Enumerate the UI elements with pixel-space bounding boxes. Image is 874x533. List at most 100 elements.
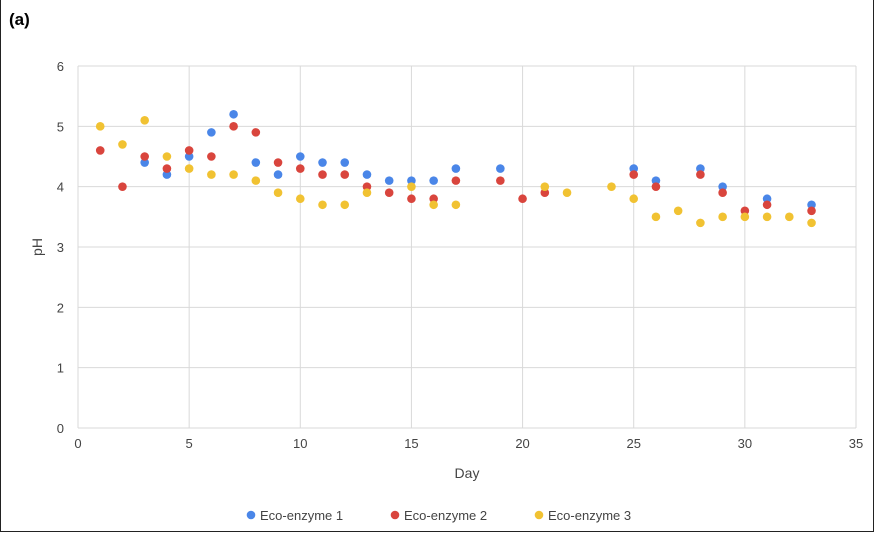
legend: Eco-enzyme 1 Eco-enzyme 2 Eco-enzyme 3 bbox=[246, 508, 631, 523]
legend-label: Eco-enzyme 3 bbox=[548, 508, 631, 523]
data-point bbox=[451, 164, 461, 173]
data-point bbox=[807, 200, 816, 210]
y-tick-label: 2 bbox=[57, 300, 64, 315]
data-point bbox=[318, 158, 327, 167]
legend-marker bbox=[534, 510, 544, 520]
data-point bbox=[229, 122, 238, 131]
data-point bbox=[496, 176, 505, 185]
data-point bbox=[740, 206, 750, 216]
data-point bbox=[295, 152, 305, 161]
panel-label: (a) bbox=[9, 10, 30, 29]
data-point bbox=[629, 170, 639, 179]
data-point bbox=[140, 152, 149, 161]
data-point bbox=[118, 182, 127, 191]
data-point bbox=[251, 176, 261, 185]
data-point bbox=[340, 200, 350, 210]
data-point bbox=[362, 170, 372, 179]
data-point bbox=[607, 182, 616, 191]
data-point bbox=[273, 158, 283, 167]
data-point bbox=[651, 212, 661, 222]
data-points bbox=[95, 109, 816, 228]
data-point bbox=[429, 194, 438, 204]
data-point bbox=[785, 212, 794, 222]
data-point bbox=[629, 164, 639, 173]
data-point bbox=[540, 182, 550, 191]
data-point bbox=[162, 170, 172, 179]
data-point bbox=[184, 164, 194, 173]
data-point bbox=[318, 200, 327, 210]
data-point bbox=[207, 152, 216, 161]
data-point bbox=[95, 122, 105, 131]
legend-label: Eco-enzyme 1 bbox=[260, 508, 343, 523]
data-point bbox=[340, 170, 350, 179]
data-point bbox=[362, 182, 372, 191]
data-point bbox=[118, 140, 127, 149]
x-tick-label: 5 bbox=[186, 436, 193, 451]
x-tick-label: 20 bbox=[515, 436, 529, 451]
x-tick-label: 35 bbox=[849, 436, 863, 451]
grid-lines bbox=[77, 65, 857, 429]
legend-marker bbox=[390, 510, 400, 520]
data-point bbox=[807, 206, 816, 216]
data-point bbox=[718, 212, 727, 222]
data-point bbox=[95, 146, 105, 155]
data-point bbox=[718, 188, 727, 197]
data-point bbox=[384, 176, 394, 185]
data-point bbox=[429, 176, 438, 185]
data-point bbox=[762, 212, 772, 222]
data-point bbox=[407, 176, 416, 185]
data-point bbox=[451, 176, 461, 185]
data-point bbox=[295, 164, 305, 173]
y-tick-label: 4 bbox=[57, 180, 64, 195]
data-point bbox=[518, 194, 527, 204]
y-tick-label: 5 bbox=[57, 119, 64, 134]
series-3 bbox=[95, 116, 816, 228]
data-point bbox=[384, 188, 394, 197]
data-point bbox=[318, 170, 327, 179]
data-point bbox=[429, 200, 438, 210]
data-point bbox=[162, 164, 172, 173]
y-axis-ticks: 0 1 2 3 4 5 6 bbox=[57, 59, 64, 436]
data-point bbox=[162, 152, 172, 161]
x-axis-ticks: 0 5 10 15 20 25 30 35 bbox=[74, 436, 863, 451]
y-axis-label: pH bbox=[29, 238, 45, 256]
data-point bbox=[295, 194, 305, 204]
data-point bbox=[184, 146, 194, 155]
data-point bbox=[140, 116, 149, 125]
legend-label: Eco-enzyme 2 bbox=[404, 508, 487, 523]
data-point bbox=[140, 158, 149, 167]
data-point bbox=[340, 158, 350, 167]
x-tick-label: 25 bbox=[626, 436, 640, 451]
data-point bbox=[696, 164, 705, 173]
x-tick-label: 15 bbox=[404, 436, 418, 451]
data-point bbox=[540, 188, 550, 197]
x-tick-label: 10 bbox=[293, 436, 307, 451]
data-point bbox=[251, 158, 261, 167]
data-point bbox=[207, 128, 216, 137]
data-point bbox=[184, 152, 194, 161]
data-point bbox=[718, 182, 727, 191]
y-tick-label: 1 bbox=[57, 361, 64, 376]
data-point bbox=[696, 170, 705, 179]
y-tick-label: 0 bbox=[57, 421, 64, 436]
data-point bbox=[251, 128, 261, 137]
data-point bbox=[229, 109, 238, 119]
data-point bbox=[407, 182, 416, 191]
data-point bbox=[651, 182, 661, 191]
y-tick-label: 6 bbox=[57, 59, 64, 74]
x-tick-label: 30 bbox=[738, 436, 752, 451]
data-point bbox=[762, 194, 772, 204]
data-point bbox=[273, 188, 283, 197]
data-point bbox=[407, 194, 416, 204]
data-point bbox=[562, 188, 572, 197]
data-point bbox=[696, 218, 705, 228]
series-2 bbox=[95, 122, 816, 216]
x-tick-label: 0 bbox=[74, 436, 81, 451]
data-point bbox=[273, 170, 283, 179]
data-point bbox=[496, 164, 505, 173]
data-point bbox=[651, 176, 661, 185]
data-point bbox=[207, 170, 216, 179]
y-tick-label: 3 bbox=[57, 240, 64, 255]
